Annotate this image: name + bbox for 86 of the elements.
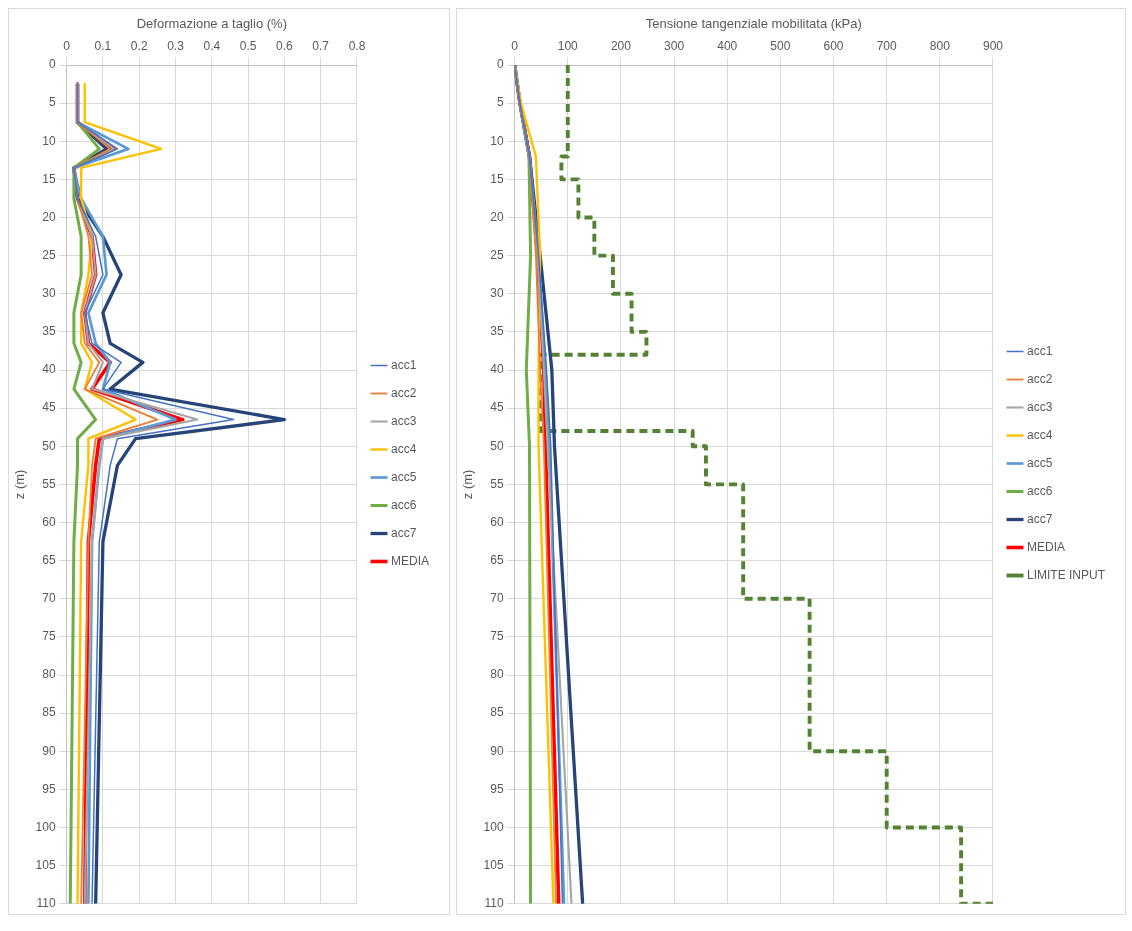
y-tick-label: 95 — [42, 781, 56, 796]
x-tick-label: 0.3 — [167, 39, 185, 54]
y-tick-label: 15 — [490, 171, 504, 186]
y-tick-label: 90 — [42, 743, 56, 758]
y-tick-label: 85 — [490, 705, 504, 720]
y-tick-label: 110 — [36, 896, 56, 911]
x-tick-label: 0 — [511, 39, 519, 54]
y-tick-label: 30 — [42, 286, 56, 301]
y-tick-label: 45 — [490, 400, 504, 415]
x-tick-label: 0.7 — [312, 39, 330, 54]
y-tick-label: 35 — [490, 324, 504, 339]
legend-label: acc7 — [391, 525, 417, 540]
y-tick-label: 10 — [490, 133, 504, 148]
y-tick-label: 100 — [483, 819, 504, 834]
x-tick-label: 700 — [876, 39, 898, 54]
y-axis-title: z (m) — [12, 469, 28, 500]
y-tick-label: 75 — [42, 629, 56, 644]
y-tick-label: 65 — [490, 552, 504, 567]
x-tick-label: 300 — [664, 39, 685, 54]
y-tick-label: 45 — [42, 400, 56, 415]
y-tick-label: 90 — [490, 743, 504, 758]
x-tick-label: 100 — [557, 39, 579, 54]
y-tick-label: 60 — [490, 514, 504, 529]
y-tick-label: 70 — [42, 591, 56, 606]
y-tick-label: 110 — [484, 896, 504, 911]
x-tick-label: 0.8 — [348, 39, 366, 54]
legend-label: acc3 — [391, 413, 417, 428]
y-tick-label: 100 — [35, 819, 56, 834]
legend-label: acc2 — [1026, 371, 1053, 386]
x-tick-label: 0.2 — [130, 39, 148, 54]
y-tick-label: 55 — [42, 476, 56, 491]
y-tick-label: 0 — [48, 57, 56, 72]
x-tick-label: 500 — [770, 39, 791, 54]
y-tick-label: 40 — [42, 362, 56, 377]
y-tick-label: 20 — [42, 209, 56, 224]
legend-label: acc7 — [1026, 511, 1053, 526]
y-tick-label: 65 — [42, 552, 56, 567]
y-tick-label: 95 — [490, 781, 504, 796]
x-tick-label: 0.5 — [239, 39, 257, 54]
x-tick-label: 0.1 — [94, 39, 112, 54]
y-tick-label: 25 — [490, 247, 504, 262]
y-tick-label: 80 — [42, 667, 56, 682]
y-tick-label: 35 — [42, 324, 56, 339]
x-tick-label: 800 — [929, 39, 951, 54]
legend-label: acc2 — [391, 385, 417, 400]
y-tick-label: 105 — [35, 857, 56, 872]
y-tick-label: 5 — [496, 95, 504, 110]
y-tick-label: 70 — [490, 591, 504, 606]
y-tick-label: 25 — [42, 247, 56, 262]
legend-label: acc1 — [1026, 343, 1053, 358]
x-tick-label: 400 — [717, 39, 738, 54]
y-tick-label: 50 — [490, 438, 504, 453]
y-tick-label: 40 — [490, 362, 504, 377]
x-tick-label: 0.6 — [276, 39, 294, 54]
y-tick-label: 5 — [48, 95, 56, 110]
y-tick-label: 0 — [496, 57, 504, 72]
legend-label: acc5 — [391, 469, 417, 484]
legend-label: acc6 — [1026, 483, 1053, 498]
x-tick-label: 600 — [823, 39, 844, 54]
x-axis-title: Tensione tangenziale mobilitata (kPa) — [645, 16, 862, 32]
legend-label: acc3 — [1026, 399, 1053, 414]
y-tick-label: 15 — [42, 171, 56, 186]
y-tick-label: 85 — [42, 705, 56, 720]
y-tick-label: 20 — [490, 209, 504, 224]
y-tick-label: 80 — [490, 667, 504, 682]
x-axis-title: Deformazione a taglio (%) — [136, 16, 287, 32]
x-tick-label: 0.4 — [203, 39, 221, 54]
legend-label: acc4 — [1026, 427, 1053, 442]
y-tick-label: 60 — [42, 514, 56, 529]
y-tick-label: 50 — [42, 438, 56, 453]
legend-label: MEDIA — [1026, 539, 1066, 554]
legend-label: LIMITE INPUT — [1026, 567, 1106, 582]
x-tick-label: 0 — [63, 39, 71, 54]
legend-label: MEDIA — [391, 553, 430, 568]
legend-label: acc1 — [391, 357, 417, 372]
legend-label: acc4 — [391, 441, 417, 456]
y-tick-label: 30 — [490, 286, 504, 301]
y-tick-label: 75 — [490, 629, 504, 644]
x-tick-label: 200 — [610, 39, 632, 54]
y-tick-label: 105 — [483, 857, 504, 872]
y-tick-label: 10 — [42, 133, 56, 148]
y-tick-label: 55 — [490, 476, 504, 491]
legend-label: acc6 — [391, 497, 417, 512]
y-axis-title: z (m) — [460, 469, 476, 500]
legend-label: acc5 — [1026, 455, 1053, 470]
x-tick-label: 900 — [982, 39, 1004, 54]
